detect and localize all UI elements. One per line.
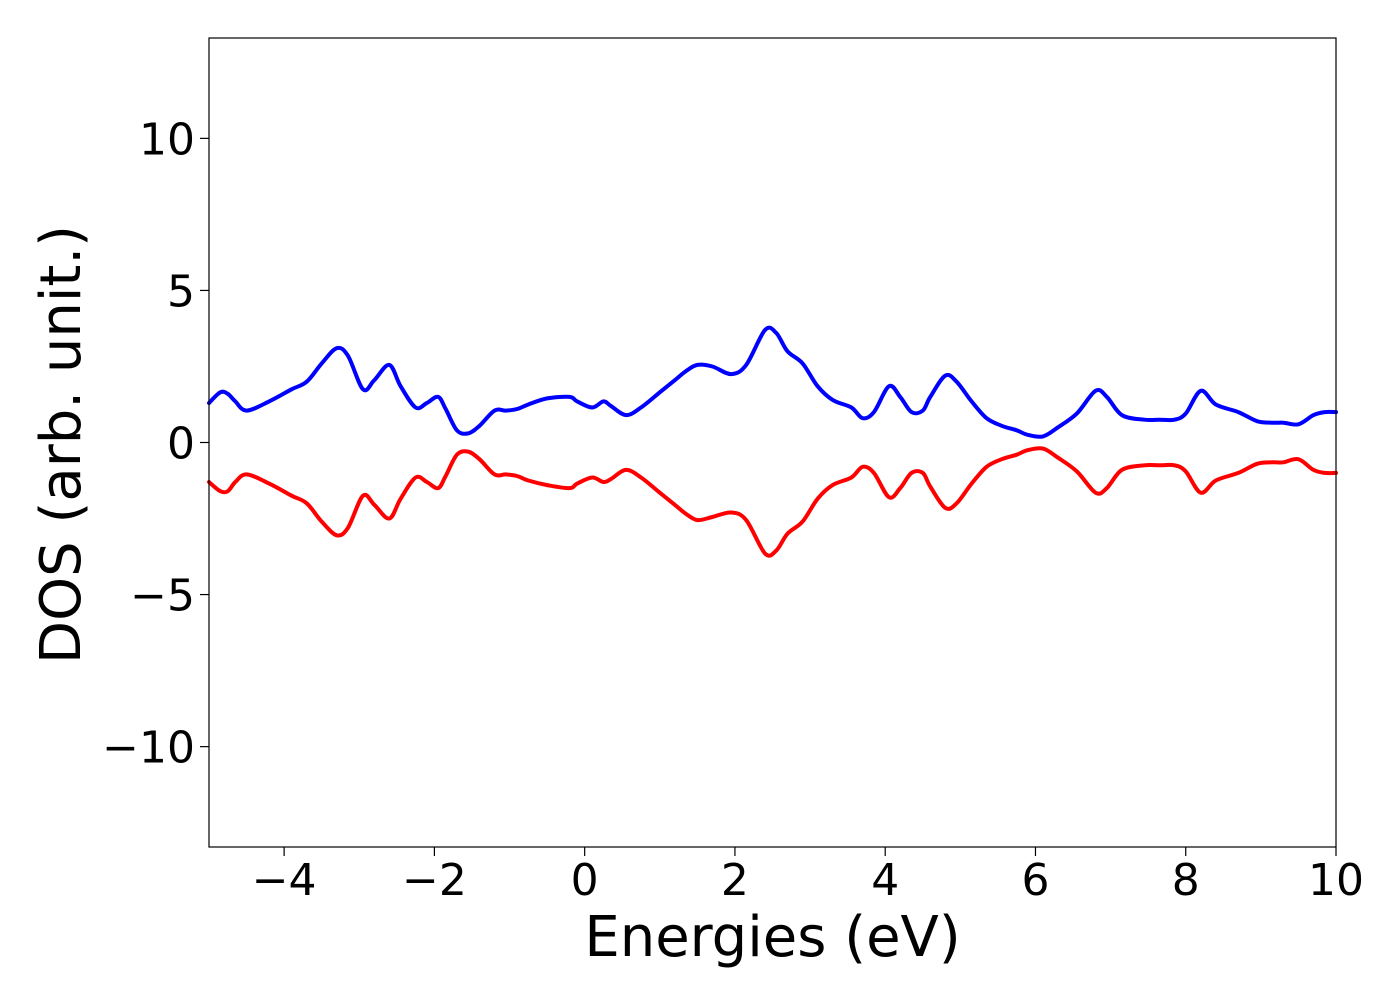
y-tick-label: 5 xyxy=(167,266,195,317)
x-tick-label: 4 xyxy=(871,855,899,906)
y-tick-label: 10 xyxy=(139,114,195,165)
y-axis-title: DOS (arb. unit.) xyxy=(29,225,94,664)
x-tick-label: 8 xyxy=(1172,855,1200,906)
dos-series-line-down xyxy=(207,446,1338,558)
x-tick-label: −2 xyxy=(402,855,467,906)
y-tick-label: 0 xyxy=(167,419,195,470)
x-tick-label: 6 xyxy=(1021,855,1049,906)
x-tick-label: 0 xyxy=(571,855,599,906)
plot-frame xyxy=(208,37,1337,848)
x-tick-label: 10 xyxy=(1308,855,1364,906)
x-axis-title: Energies (eV) xyxy=(584,905,960,970)
y-tick-label: −5 xyxy=(130,571,195,622)
dos-series-line-up xyxy=(207,325,1338,439)
series-layer xyxy=(207,325,1338,558)
x-axis-ticks: −4 −2 0 2 4 6 8 10 xyxy=(252,847,1364,906)
x-tick-label: 2 xyxy=(721,855,749,906)
y-axis-ticks: 10 5 0 −5 −10 xyxy=(102,114,209,774)
x-tick-label: −4 xyxy=(252,855,317,906)
y-tick-label: −10 xyxy=(102,723,195,774)
